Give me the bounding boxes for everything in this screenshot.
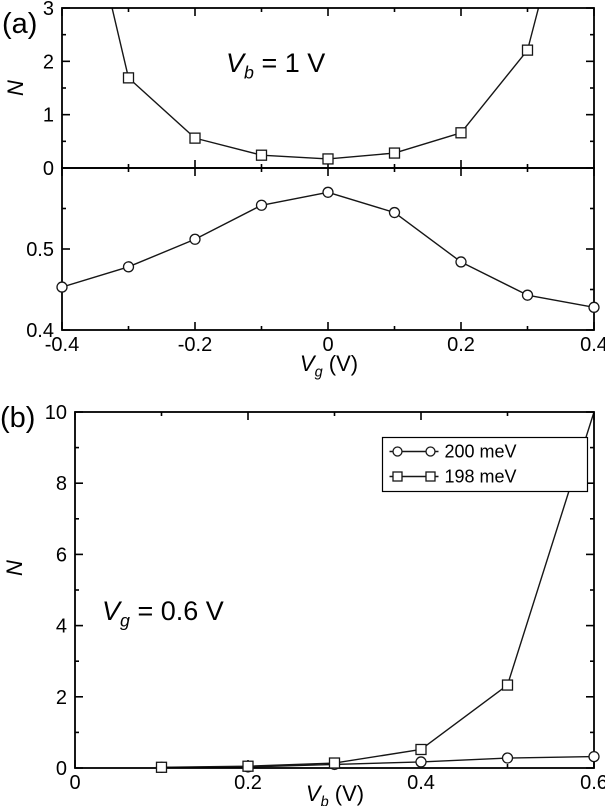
panel-a-top: 0 1 2 3 [43,0,595,180]
y-tick-label: 6 [56,544,67,566]
xlabel-subscript: b [320,794,329,806]
y-tick-label: 0.4 [26,320,54,342]
series-line-Vb = 1 V [111,8,540,160]
y-tick-label: 3 [43,0,54,20]
panel-a-ylabel: N [3,80,28,96]
tick-labels: 0.4 0.5 -0.4 -0.2 0 0.2 0.4 [26,239,605,356]
annotation-value: = 1 V [253,48,326,78]
panel-a-bottom: 0.4 0.5 -0.4 -0.2 0 0.2 0.4 [26,167,605,356]
x-tick-label: 0.4 [580,334,605,356]
annotation-subscript: b [244,62,254,83]
plot-border [61,7,595,169]
y-tick-label: 0 [43,158,54,180]
y-tick-label: 4 [56,616,67,638]
annotation-subscript: g [120,610,130,631]
legend-label: 200 meV [445,442,517,462]
xlabel-variable: V [299,351,315,376]
panel-b-chart: 0 2 4 6 8 10 0 0.2 0.4 0.6 200 meV 198 meV [45,402,605,794]
y-tick-label: 1 [43,105,54,127]
panel-a-xlabel: Vg (V) [300,351,358,380]
annotation-value: = 0.6 V [129,596,224,626]
panel-a-label: (a) [2,8,38,40]
series-markers-Vb = 1 V [122,44,534,165]
panel-b-label: (b) [0,402,36,434]
panel-a-annotation: Vb = 1 V [226,48,325,83]
xlabel-variable: V [305,781,321,806]
panel-b-ylabel: N [2,560,27,576]
x-tick-label: 0.6 [580,772,605,794]
legend-box [381,436,589,493]
x-tick-label: 0.2 [447,334,475,356]
y-tick-label: 2 [56,687,67,709]
annotation-variable: V [226,48,245,78]
ticks [61,7,595,169]
panel-b-annotation: Vg = 0.6 V [102,596,224,631]
tick-labels: 0 2 4 6 8 10 0 0.2 0.4 0.6 [45,402,605,794]
y-tick-label: 0 [56,758,67,780]
x-tick-label: 0 [69,772,80,794]
legend-label: 198 meV [445,467,517,487]
panel-b-xlabel: Vb (V) [306,781,364,806]
y-tick-label: 2 [43,51,54,73]
series-line-circle [62,191,594,309]
xlabel-units: (V) [322,351,359,376]
series-line-200 meV [161,755,594,768]
series-line-198 meV [161,412,594,768]
series-markers-circle [56,186,600,313]
series-markers-200 meV [155,750,600,773]
xlabel-subscript: g [314,364,323,381]
annotation-variable: V [102,596,121,626]
x-tick-label: 0 [322,334,333,356]
x-tick-label: 0.4 [407,772,435,794]
xlabel-units: (V) [328,781,365,806]
x-tick-label: 0.2 [234,772,262,794]
x-tick-label: -0.4 [45,334,79,356]
panel-b: 0 2 4 6 8 10 0 0.2 0.4 0.6 200 meV 198 meV [45,402,605,794]
panel-a-chart: 0 1 2 3 0.4 0.5 -0.4 -0.2 0 0.2 0.4 [26,0,605,356]
ticks [61,168,595,331]
y-tick-label: 8 [56,473,67,495]
plot-area [62,191,594,309]
tick-labels: 0 1 2 3 [43,0,54,180]
legend: 200 meV 198 meV [381,436,589,493]
x-tick-label: -0.2 [178,334,212,356]
y-tick-label: 10 [45,402,67,424]
y-tick-label: 0.5 [26,239,54,261]
plot-area [111,8,540,160]
series-markers-198 meV [155,679,514,773]
plot-area [161,412,594,768]
